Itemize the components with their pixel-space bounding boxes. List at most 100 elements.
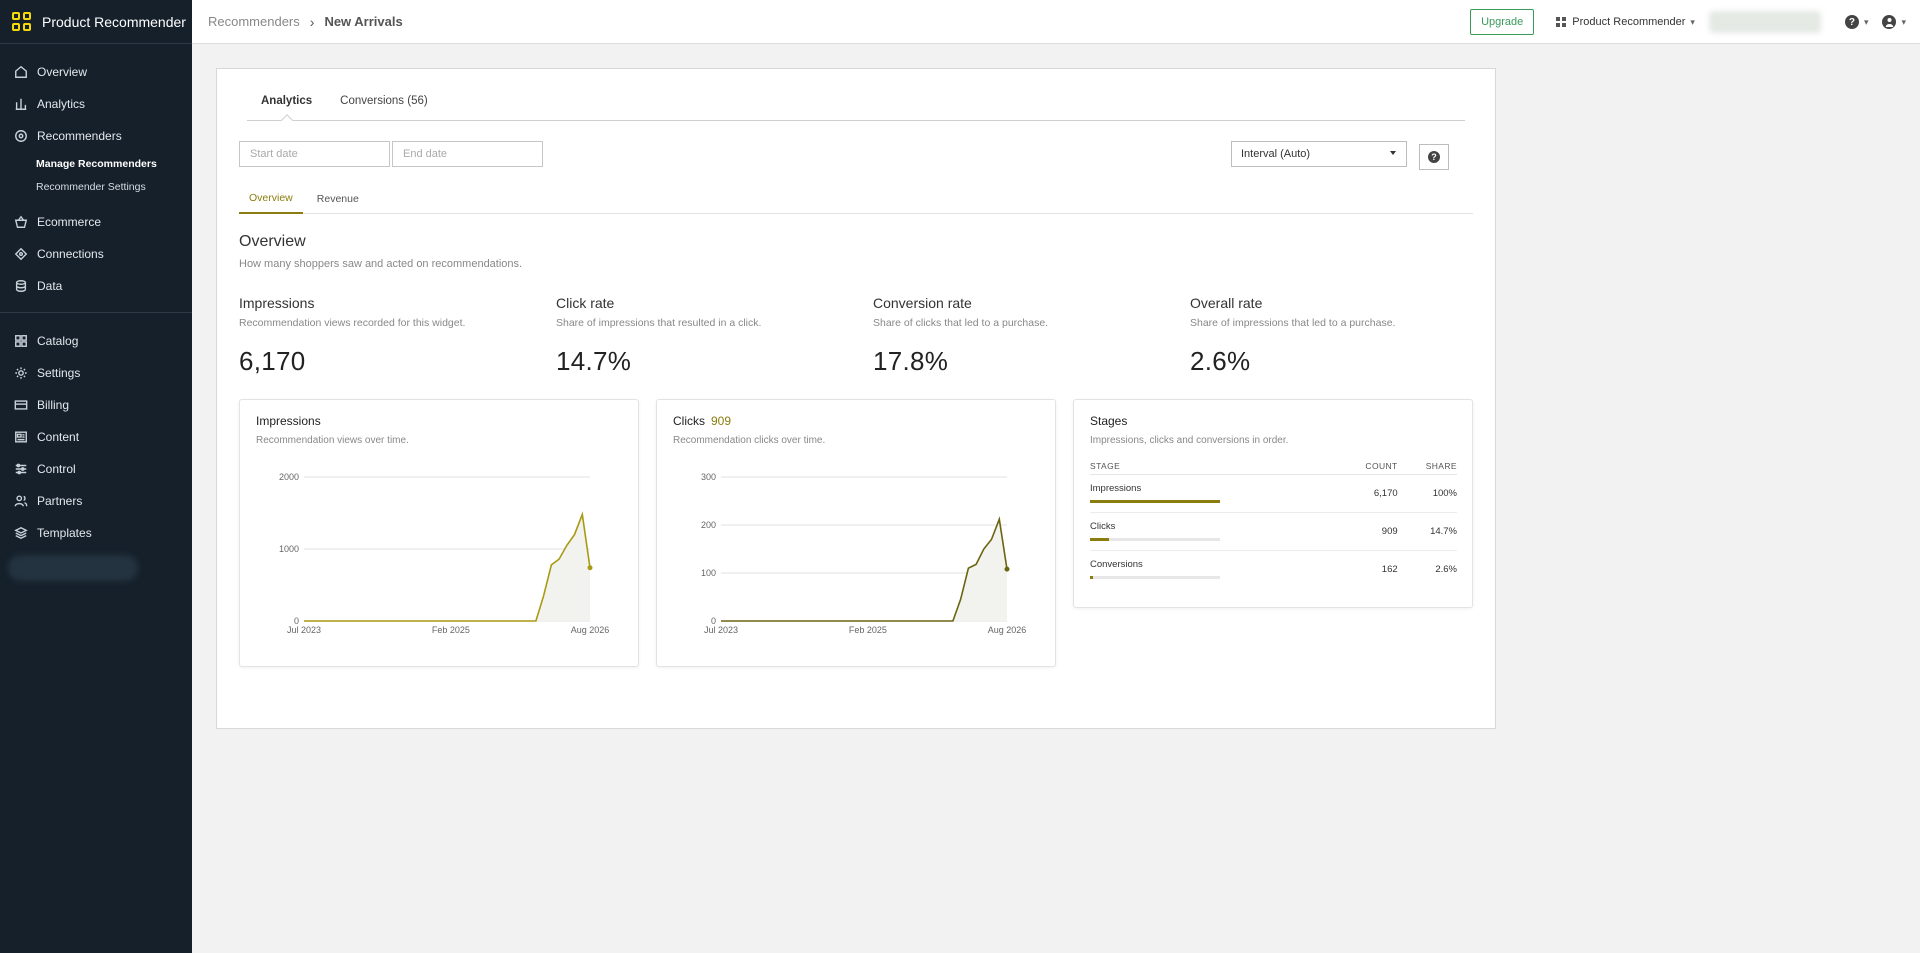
data-point (566, 544, 568, 546)
stat-overall-rate: Overall rate Share of impressions that l… (1190, 295, 1490, 377)
breadcrumb-current: New Arrivals (324, 14, 403, 29)
sidebar-item-label: Analytics (37, 97, 86, 111)
stat-value: 6,170 (239, 346, 306, 376)
subtab-overview[interactable]: Overview (239, 184, 303, 214)
chevron-right-icon: › (309, 13, 315, 30)
stat-value: 14.7% (556, 346, 632, 376)
impressions-chart: 0 1000 2000 Jul 2023 Feb 2025 Aug 2026 (279, 472, 609, 635)
database-icon (15, 280, 27, 292)
stat-description: Recommendation views recorded for this w… (239, 317, 466, 329)
brand[interactable]: Product Recommender (0, 0, 192, 44)
main-tabs: Analytics Conversions (56) (247, 69, 1465, 121)
breadcrumb-recommenders[interactable]: Recommenders (208, 14, 300, 29)
home-icon (15, 65, 27, 78)
impressions-chart-panel: 0 1000 2000 Jul 2023 Feb 2025 Aug 2026 Impres… (239, 399, 639, 667)
count-cell: 162 (1381, 563, 1398, 575)
data-point (998, 518, 1000, 520)
recommender-icon (15, 130, 27, 142)
data-point (960, 598, 962, 600)
data-point (543, 595, 545, 597)
redacted-sidebar-item (8, 555, 138, 581)
sidebar-item-overview[interactable]: Overview (0, 56, 192, 88)
breadcrumb: Recommenders › New Arrivals (208, 14, 403, 30)
tab-analytics[interactable]: Analytics (261, 95, 312, 120)
data-point (983, 548, 985, 550)
help-button[interactable]: ? (1419, 144, 1449, 170)
help-icon: ? (1844, 15, 1859, 29)
chevron-down-icon: ▾ (1863, 16, 1869, 27)
sidebar-item-recommenders[interactable]: Recommenders (0, 120, 192, 152)
data-point (967, 567, 969, 569)
stage-cell: Impressions (1090, 474, 1337, 513)
stage-name: Conversions (1090, 559, 1143, 571)
panel-subtitle: Recommendation views over time. (256, 435, 409, 446)
sidebar-subitem-manage-recommenders[interactable]: Manage Recommenders (36, 157, 157, 170)
stat-description: Share of clicks that led to a purchase. (873, 317, 1049, 329)
sidebar-item-analytics[interactable]: Analytics (0, 88, 192, 120)
data-point (535, 620, 537, 622)
stage-name: Impressions (1090, 483, 1142, 494)
stat-value: 17.8% (873, 346, 949, 376)
sidebar-item-templates[interactable]: Templates (0, 517, 192, 549)
share-cell: 2.6% (1435, 563, 1457, 575)
sidebar-item-connections[interactable]: Connections (0, 238, 192, 270)
panel-title: Impressions (256, 414, 321, 428)
nav-group-commerce: Ecommerce Connections Data (0, 198, 192, 302)
stat-impressions: Impressions Recommendation views recorde… (239, 295, 539, 377)
sidebar-item-label: Billing (37, 398, 70, 412)
sidebar-item-label: Settings (37, 366, 81, 380)
apps-grid-icon (1556, 17, 1567, 27)
help-menu[interactable]: ? ▾ (1844, 15, 1869, 29)
stages-table: STAGE COUNT SHARE Impressions 6,170 100% (1090, 458, 1457, 588)
stat-label: Conversion rate (873, 295, 972, 311)
chevron-down-icon: ▾ (1690, 16, 1695, 27)
y-tick-label: 2000 (279, 472, 299, 482)
data-point (581, 513, 583, 515)
data-point (550, 564, 552, 566)
sidebar-item-label: Control (37, 462, 76, 476)
share-bar (1090, 576, 1220, 580)
series-line (721, 516, 1008, 622)
user-menu[interactable]: ▾ (1882, 15, 1906, 29)
redacted-account-name (1708, 11, 1821, 33)
data-point (952, 620, 954, 622)
upgrade-button[interactable]: Upgrade (1470, 9, 1535, 35)
sidebar-item-label: Data (37, 279, 63, 293)
catalog-icon (15, 335, 27, 347)
tab-conversions[interactable]: Conversions (56) (340, 95, 428, 107)
sidebar-item-label: Content (37, 430, 80, 444)
sidebar-item-ecommerce[interactable]: Ecommerce (0, 206, 192, 238)
app-switcher[interactable]: Product Recommender ▾ (1556, 16, 1695, 28)
sidebar-item-catalog[interactable]: Catalog (0, 325, 192, 357)
sidebar-item-partners[interactable]: Partners (0, 485, 192, 517)
data-point (720, 620, 722, 622)
share-bar-fill (1090, 576, 1094, 580)
sidebar-item-content[interactable]: Content (0, 421, 192, 453)
sidebar-subitem-recommender-settings[interactable]: Recommender Settings (36, 180, 146, 193)
sidebar-item-control[interactable]: Control (0, 453, 192, 485)
sidebar-item-data[interactable]: Data (0, 270, 192, 302)
table-row: Clicks 909 14.7% (1090, 512, 1457, 551)
x-tick-label: Jul 2023 (704, 625, 738, 635)
interval-select[interactable]: Interval (Auto) (1231, 141, 1407, 167)
start-date-input[interactable] (239, 141, 390, 167)
sidebar-item-settings[interactable]: Settings (0, 357, 192, 389)
sidebar-item-billing[interactable]: Billing (0, 389, 192, 421)
column-header-stage: STAGE (1090, 458, 1337, 475)
bar-chart-icon (15, 98, 27, 110)
subtab-revenue[interactable]: Revenue (316, 193, 359, 205)
nav-group-admin: Catalog Settings Billing Content Control… (0, 313, 192, 549)
user-icon (1882, 15, 1897, 29)
share-bar (1090, 500, 1220, 503)
x-tick-label: Feb 2025 (432, 625, 470, 635)
table-row: Conversions 162 2.6% (1090, 550, 1457, 588)
sub-tabs: Overview Revenue (239, 184, 1473, 214)
top-bar-actions: Upgrade Product Recommender ▾ ? ▾ ▾ (1470, 0, 1920, 44)
count-cell: 6,170 (1336, 474, 1398, 513)
table-row: Impressions 6,170 100% (1090, 474, 1457, 513)
column-header-share: SHARE (1397, 458, 1457, 475)
clicks-chart-panel: 0 100 200 300 Jul 2023 Feb 2025 Aug 2026 Click… (656, 399, 1056, 667)
top-bar: Recommenders › New Arrivals Upgrade Prod… (192, 0, 1920, 44)
end-date-input[interactable] (392, 141, 543, 167)
section-subtitle: How many shoppers saw and acted on recom… (239, 258, 523, 270)
